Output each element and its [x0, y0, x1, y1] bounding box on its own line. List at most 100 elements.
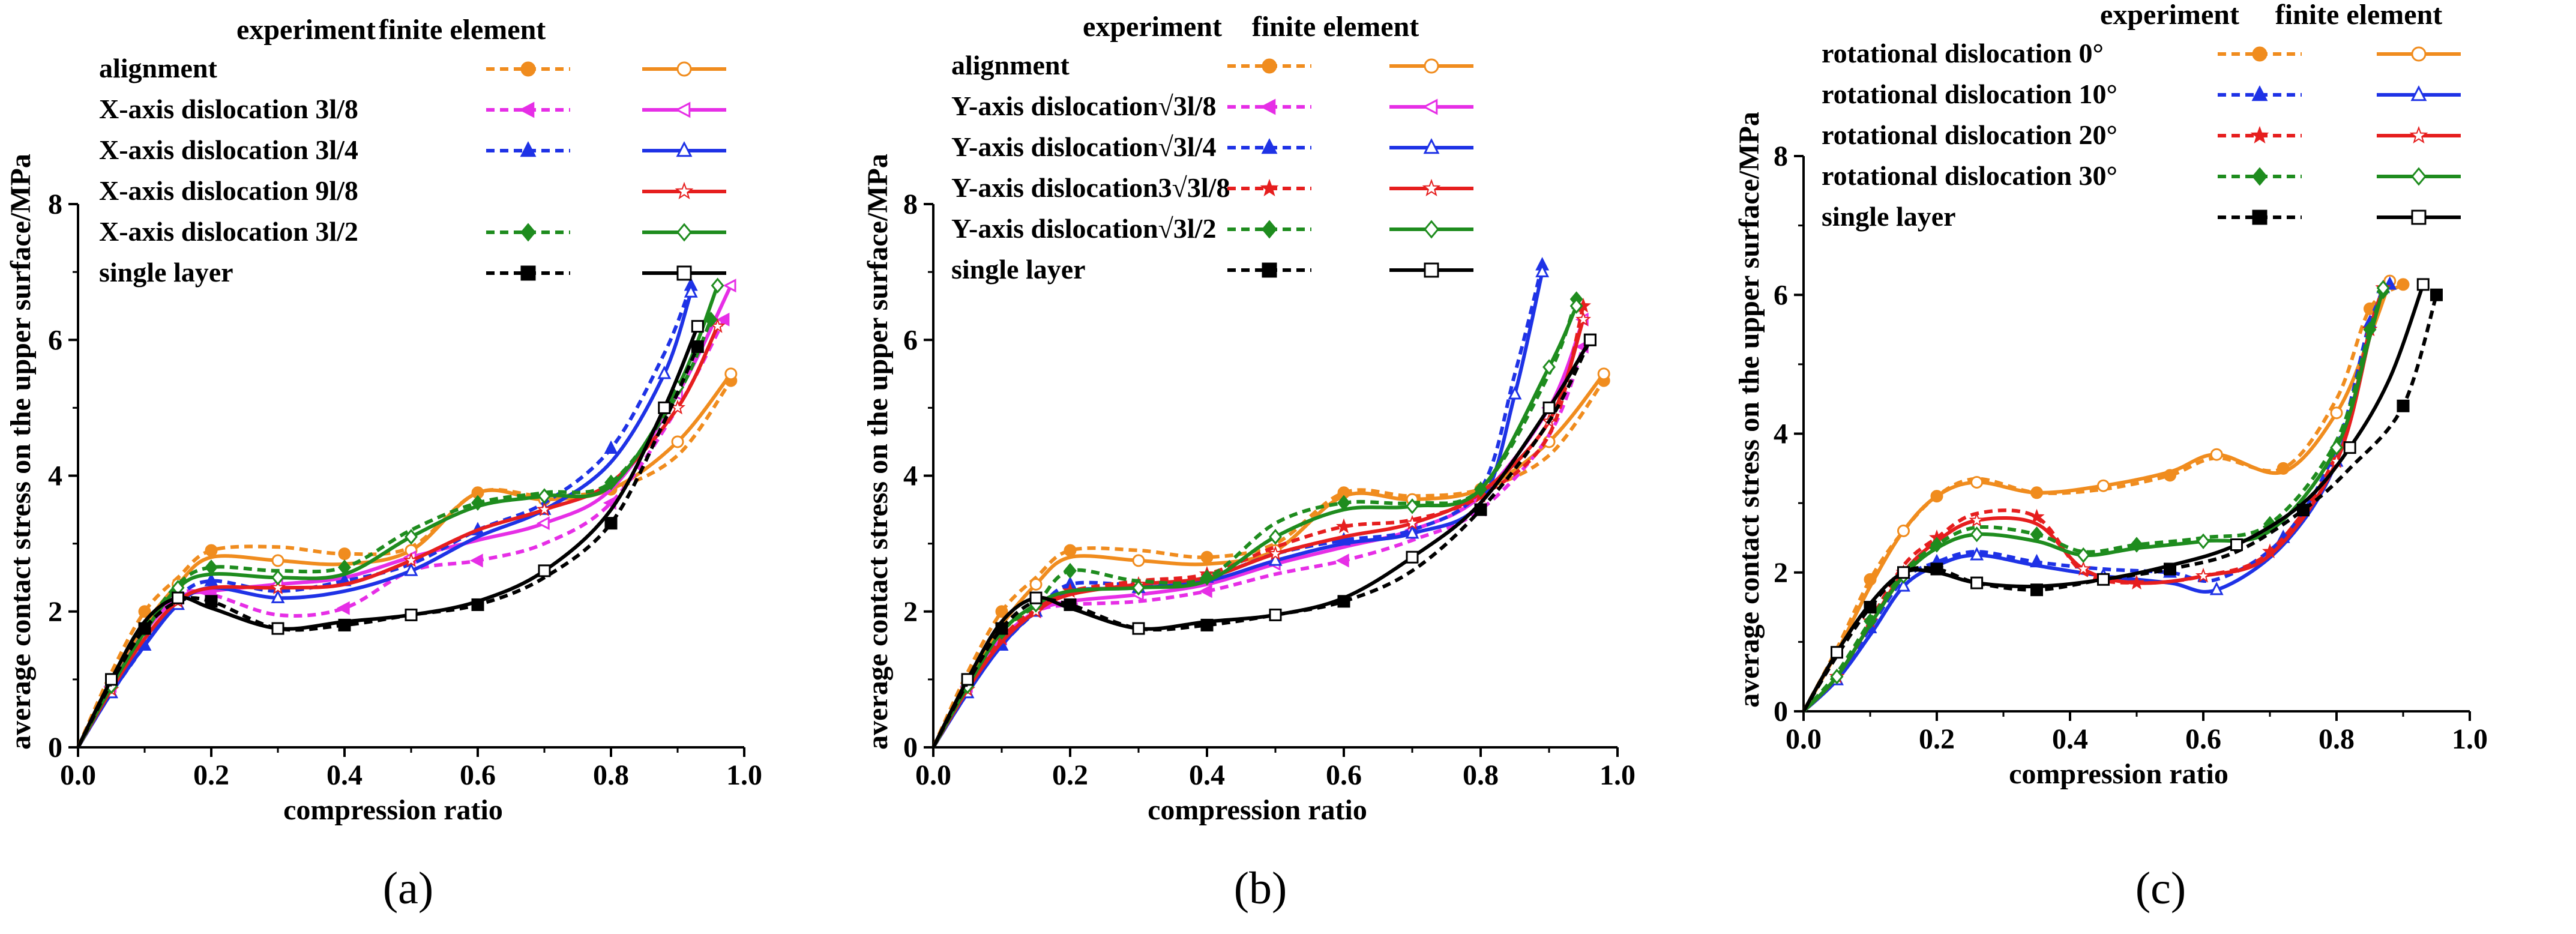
legend-experiment-marker: [2252, 209, 2268, 225]
finite-element-point: [1406, 498, 1419, 514]
finite-element-point: [1830, 669, 1844, 685]
finite-element-point: [2330, 406, 2343, 420]
series-1: [1802, 274, 2410, 713]
y-axis-label: average contact stress on the upper surf…: [862, 154, 894, 750]
finite-element-point: [1897, 578, 1910, 592]
experiment-point: [2397, 278, 2410, 291]
legend-header-finite-element: finite element: [2275, 0, 2443, 31]
finite-element-point: [1597, 367, 1610, 381]
finite-element-curve: [76, 325, 720, 749]
finite-element-point: [1970, 475, 1984, 489]
experiment-point: [205, 544, 218, 557]
finite-element-point: [1575, 311, 1592, 327]
finite-element-point: [657, 366, 672, 379]
y-tick-label: 6: [48, 324, 62, 356]
finite-element-point: [1583, 333, 1596, 346]
finite-element-point: [2330, 439, 2343, 456]
experiment-point: [1064, 562, 1077, 579]
experiment-curve: [931, 305, 1585, 749]
x-tick-label: 0.2: [193, 759, 229, 791]
x-axis-label: compression ratio: [283, 794, 503, 826]
experiment-point: [604, 517, 618, 530]
experiment-curve: [76, 319, 713, 749]
panel-label: (c): [2135, 863, 2186, 914]
legend: experiment finite element alignment Y-axis …: [951, 11, 1473, 285]
finite-element-point: [405, 608, 418, 621]
experiment-point: [204, 573, 218, 586]
finite-element-point: [271, 622, 284, 635]
legend-finite-element-marker: [676, 265, 692, 281]
x-tick-label: 0.6: [460, 759, 496, 791]
legend-finite-element-marker: [675, 181, 694, 200]
legend-finite-element-marker: [1422, 98, 1438, 115]
experiment-point: [2130, 537, 2143, 553]
legend-entry-label: single layer: [951, 254, 1086, 285]
finite-element-curve: [76, 292, 693, 749]
panel-label: (a): [383, 863, 433, 914]
chart-panel-1: 0.0 0.2 0.4 0.6 0.8 1.0 0 2 4 6 8 compression ratio…: [5, 14, 762, 914]
finite-element-point: [1970, 576, 1984, 589]
legend-header-finite-element: finite element: [1252, 11, 1419, 43]
legend-entry-label: X-axis dislocation 3l/2: [99, 216, 358, 247]
legend-header-experiment: experiment: [236, 14, 376, 46]
finite-element-curve: [76, 285, 733, 749]
legend-entry-label: alignment: [99, 53, 217, 83]
experiment-point: [1335, 518, 1352, 534]
experiment-point: [1200, 550, 1214, 564]
finite-element-point: [404, 562, 418, 576]
experiment-point: [1335, 553, 1349, 568]
series-5: [1802, 278, 2443, 713]
series-6: [76, 320, 704, 749]
legend-finite-element-marker: [2410, 85, 2427, 101]
finite-element-curve: [1802, 283, 2425, 713]
finite-element-point: [691, 320, 704, 333]
finite-element-point: [1508, 386, 1522, 400]
y-tick-label: 6: [1774, 279, 1788, 311]
legend-entry-label: X-axis dislocation 9l/8: [99, 175, 358, 206]
y-tick-label: 8: [48, 188, 62, 220]
finite-element-point: [172, 591, 184, 604]
legend-experiment-marker: [1262, 58, 1277, 74]
x-tick-label: 0.8: [1463, 759, 1499, 791]
finite-element-point: [2210, 448, 2223, 461]
legend-entry-label: rotational dislocation 10°: [1822, 79, 2117, 109]
finite-element-point: [1405, 525, 1419, 539]
finite-element-point: [1404, 514, 1421, 530]
finite-element-point: [2195, 567, 2212, 583]
x-tick-label: 0.8: [593, 759, 629, 791]
finite-element-curve: [76, 325, 700, 749]
y-tick-label: 0: [903, 732, 918, 764]
legend-finite-element-marker: [676, 61, 692, 77]
legend-experiment-marker: [519, 101, 535, 118]
legend-finite-element-marker: [675, 101, 691, 118]
finite-element-point: [961, 673, 974, 686]
finite-element-point: [1897, 524, 1910, 537]
experiment-point: [716, 312, 730, 327]
y-tick-label: 2: [903, 596, 918, 628]
x-tick-label: 0.4: [2052, 723, 2088, 755]
finite-element-point: [2197, 533, 2210, 549]
series-5: [76, 277, 724, 749]
legend-experiment-marker: [520, 265, 536, 281]
legend-entry-label: X-axis dislocation 3l/8: [99, 94, 358, 124]
x-tick-label: 0.6: [2185, 723, 2221, 755]
legend-finite-element-marker: [2411, 209, 2427, 225]
finite-element-point: [2075, 561, 2092, 576]
finite-element-point: [405, 529, 418, 545]
legend-entry-label: Y-axis dislocation√3l/2: [951, 213, 1216, 244]
legend-entry-label: rotational dislocation 20°: [1822, 119, 2117, 150]
finite-element-point: [2343, 441, 2356, 454]
finite-element-point: [1542, 401, 1556, 414]
finite-element-point: [724, 367, 738, 381]
finite-element-point: [271, 570, 284, 586]
legend-entry-label: Y-axis dislocation√3l/4: [951, 131, 1216, 162]
legend-experiment-marker: [520, 141, 537, 157]
x-tick-label: 0.0: [915, 759, 951, 791]
experiment-point: [336, 601, 350, 615]
x-tick-label: 0.0: [1786, 723, 1822, 755]
y-tick-label: 4: [1774, 418, 1788, 450]
experiment-point: [691, 340, 704, 354]
finite-element-point: [1897, 566, 1910, 579]
experiment-curve: [931, 298, 1578, 749]
